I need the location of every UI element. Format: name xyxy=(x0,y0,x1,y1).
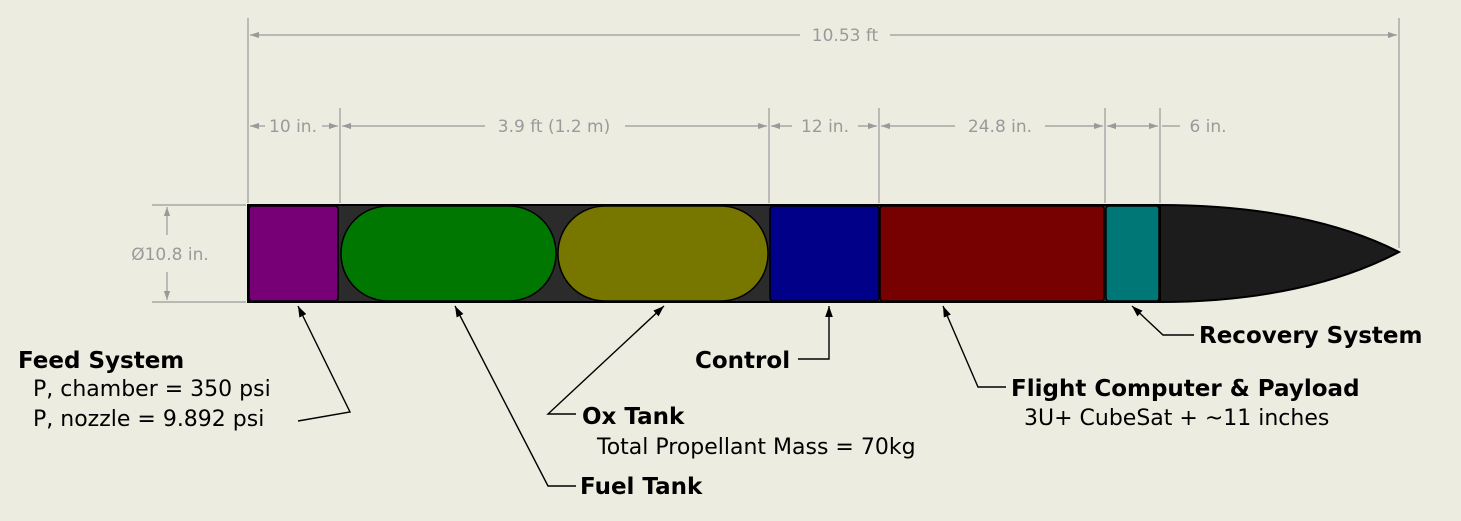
chamber-pressure-text: P, chamber = 350 psi xyxy=(33,377,271,402)
payload-section-length-label: 24.8 in. xyxy=(968,117,1032,137)
cubesat-text: 3U+ CubeSat + ~11 inches xyxy=(1024,406,1329,431)
overall-length-dimension: 10.53 ft xyxy=(250,26,1397,46)
control-section[interactable] xyxy=(769,205,880,302)
overall-length-label: 10.53 ft xyxy=(812,26,879,46)
recovery-callout: Recovery System xyxy=(1199,323,1423,349)
tank-section-length-label: 3.9 ft (1.2 m) xyxy=(498,117,610,137)
flight-computer-section[interactable] xyxy=(879,205,1105,302)
control-title: Control xyxy=(695,348,790,374)
ox-tank-title: Ox Tank xyxy=(582,404,685,430)
diameter-dimension: Ø10.8 in. xyxy=(131,207,209,300)
propellant-mass-text: Total Propellant Mass = 70kg xyxy=(596,435,916,460)
ox-tank-callout: Ox Tank Total Propellant Mass = 70kg xyxy=(582,404,916,460)
leader-lines xyxy=(297,305,1194,487)
control-callout: Control xyxy=(695,348,790,374)
rocket-body xyxy=(247,203,1402,304)
nozzle-pressure-text: P, nozzle = 9.892 psi xyxy=(33,407,264,432)
recovery-section[interactable] xyxy=(1105,205,1160,302)
feed-section-length-label: 10 in. xyxy=(269,117,317,137)
feed-system-callout: Feed System P, chamber = 350 psi P, nozz… xyxy=(18,348,271,432)
section-dimensions: 10 in. 3.9 ft (1.2 m) 12 in. 24.8 in. 6 … xyxy=(250,117,1227,137)
feed-system-section[interactable] xyxy=(248,205,339,302)
extension-lines xyxy=(152,18,1400,303)
diameter-label: Ø10.8 in. xyxy=(131,245,209,265)
ox-tank-section[interactable] xyxy=(557,205,769,302)
nose-cone xyxy=(1159,203,1402,304)
fuel-tank-title: Fuel Tank xyxy=(580,474,703,500)
feed-system-title: Feed System xyxy=(18,348,184,374)
recovery-section-length-label: 6 in. xyxy=(1189,117,1226,137)
fuel-tank-section[interactable] xyxy=(340,205,557,302)
flight-computer-title: Flight Computer & Payload xyxy=(1011,376,1360,402)
control-section-length-label: 12 in. xyxy=(801,117,849,137)
flight-computer-callout: Flight Computer & Payload 3U+ CubeSat + … xyxy=(1011,376,1360,431)
recovery-title: Recovery System xyxy=(1199,323,1423,349)
fuel-tank-callout: Fuel Tank xyxy=(580,474,703,500)
